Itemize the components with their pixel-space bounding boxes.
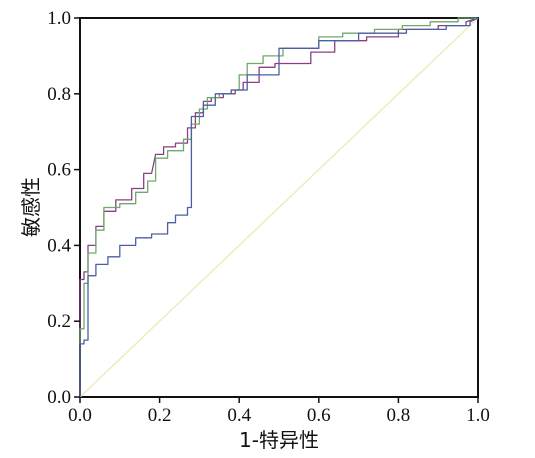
series-layer xyxy=(79,17,479,397)
y-axis-title: 敏感性 xyxy=(19,177,43,237)
x-tick-label: 0.6 xyxy=(307,405,331,426)
y-tick-label: 0.4 xyxy=(47,235,71,256)
y-tick-label: 0.2 xyxy=(47,311,71,332)
x-tick-label: 0.8 xyxy=(387,405,411,426)
x-tick-label: 0.2 xyxy=(148,405,172,426)
x-tick-label: 1.0 xyxy=(466,405,490,426)
x-tick-label: 0.0 xyxy=(68,405,92,426)
plot-frame xyxy=(79,17,479,398)
reference-diagonal xyxy=(79,17,479,398)
y-tick-label: 1.0 xyxy=(47,8,71,29)
y-tick-label: 0.8 xyxy=(47,84,71,105)
x-tick-label: 0.4 xyxy=(227,405,251,426)
roc-curve-3 xyxy=(79,17,479,397)
reference-layer xyxy=(79,17,479,398)
x-axis-title: 1-特异性 xyxy=(239,428,319,452)
y-tick-label: 0.0 xyxy=(47,387,71,408)
tick-layer: 0.0 0.2 0.4 0.6 0.8 1.0 0.0 0.2 0.4 0.6 0.8 1.0 xyxy=(47,8,490,426)
y-tick-label: 0.6 xyxy=(47,160,71,181)
roc-curve-2 xyxy=(79,17,478,397)
